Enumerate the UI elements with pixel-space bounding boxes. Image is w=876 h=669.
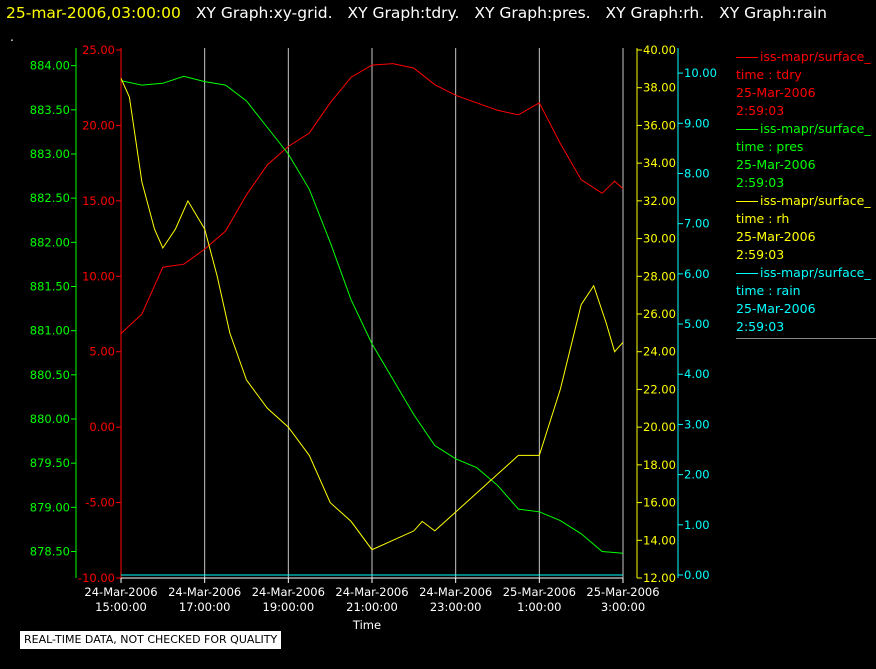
x-tick-date: 25-Mar-2006 <box>503 585 576 599</box>
graph-title-pres: XY Graph:pres. <box>474 4 591 22</box>
x-tick-date: 24-Mar-2006 <box>84 585 157 599</box>
timestamp: 25-mar-2006,03:00:00 <box>6 4 181 22</box>
legend: iss-mapr/surface_ time : tdry 25-Mar-200… <box>736 48 876 339</box>
legend-date: 25-Mar-2006 <box>736 301 816 316</box>
legend-variable: time : rh <box>736 211 790 226</box>
legend-entry-tdry: iss-mapr/surface_ time : tdry 25-Mar-200… <box>736 48 876 120</box>
x-tick-time: 23:00:00 <box>430 600 482 614</box>
rh-tick-label: 36.00 <box>643 118 676 132</box>
legend-time: 2:59:03 <box>736 175 785 190</box>
pres-tick-label: 883.50 <box>30 103 70 117</box>
rain-tick-label: 1.00 <box>684 518 710 532</box>
rh-tick-label: 32.00 <box>643 194 676 208</box>
rain-tick-label: 6.00 <box>684 267 710 281</box>
tdry-tick-label: 15.00 <box>82 194 115 208</box>
rh-tick-label: 26.00 <box>643 307 676 321</box>
quality-notice: REAL-TIME DATA, NOT CHECKED FOR QUALITY <box>20 631 282 649</box>
legend-entry-rain: iss-mapr/surface_ time : rain 25-Mar-200… <box>736 264 876 339</box>
tdry-tick-label: 10.00 <box>82 269 115 283</box>
pres-tick-label: 878.50 <box>30 545 70 559</box>
legend-time: 2:59:03 <box>736 319 785 334</box>
pres-tick-label: 882.50 <box>30 191 70 205</box>
series-line-rh <box>120 78 624 551</box>
x-tick-date: 24-Mar-2006 <box>168 585 241 599</box>
x-tick-date: 25-Mar-2006 <box>586 585 659 599</box>
rain-tick-label: 9.00 <box>684 116 710 130</box>
graph-title-rh: XY Graph:rh. <box>605 4 705 22</box>
tdry-tick-label: -5.00 <box>85 496 115 510</box>
x-tick-time: 1:00:00 <box>517 600 561 614</box>
series-line-pres <box>120 75 624 554</box>
pres-tick-label: 879.00 <box>30 500 70 514</box>
legend-date: 25-Mar-2006 <box>736 229 816 244</box>
rain-tick-label: 7.00 <box>684 217 710 231</box>
pres-tick-label: 881.00 <box>30 324 70 338</box>
x-tick-date: 24-Mar-2006 <box>252 585 325 599</box>
legend-entry-pres: iss-mapr/surface_ time : pres 25-Mar-200… <box>736 120 876 192</box>
pres-tick-label: 879.50 <box>30 456 70 470</box>
pres-tick-label: 881.50 <box>30 280 70 294</box>
legend-source: iss-mapr/surface_ <box>760 49 871 64</box>
legend-variable: time : rain <box>736 283 801 298</box>
rh-tick-label: 30.00 <box>643 232 676 246</box>
legend-source: iss-mapr/surface_ <box>760 121 871 136</box>
x-tick-time: 19:00:00 <box>263 600 315 614</box>
rh-tick-label: 20.00 <box>643 420 676 434</box>
rain-tick-label: 10.00 <box>684 66 717 80</box>
x-tick-time: 17:00:00 <box>179 600 231 614</box>
pres-tick-label: 880.00 <box>30 412 70 426</box>
legend-entry-rh: iss-mapr/surface_ time : rh 25-Mar-2006 … <box>736 192 876 264</box>
legend-variable: time : pres <box>736 139 804 154</box>
rain-tick-label: 3.00 <box>684 417 710 431</box>
rain-tick-label: 4.00 <box>684 367 710 381</box>
x-tick-date: 24-Mar-2006 <box>335 585 408 599</box>
marker-dot: . <box>10 30 14 44</box>
rh-tick-label: 24.00 <box>643 345 676 359</box>
pres-tick-label: 880.50 <box>30 368 70 382</box>
rh-tick-label: 22.00 <box>643 382 676 396</box>
pres-tick-label: 883.00 <box>30 147 70 161</box>
legend-date: 25-Mar-2006 <box>736 85 816 100</box>
legend-variable: time : tdry <box>736 67 802 82</box>
tdry-tick-label: 25.00 <box>82 43 115 57</box>
rh-tick-label: 18.00 <box>643 458 676 472</box>
rh-tick-label: 34.00 <box>643 156 676 170</box>
rh-tick-label: 16.00 <box>643 496 676 510</box>
legend-time: 2:59:03 <box>736 103 785 118</box>
tdry-tick-label: 0.00 <box>89 420 115 434</box>
pres-tick-label: 882.00 <box>30 235 70 249</box>
rh-tick-label: 14.00 <box>643 533 676 547</box>
rh-tick-label: 40.00 <box>643 43 676 57</box>
tdry-tick-label: 20.00 <box>82 118 115 132</box>
x-tick-time: 21:00:00 <box>346 600 398 614</box>
pres-tick-label: 884.00 <box>30 59 70 73</box>
x-axis-label: Time <box>352 618 381 632</box>
legend-date: 25-Mar-2006 <box>736 157 816 172</box>
graph-title-rain: XY Graph:rain <box>719 4 827 22</box>
rain-tick-label: 5.00 <box>684 317 710 331</box>
chart-header: 25-mar-2006,03:00:00 XY Graph:xy-grid. X… <box>0 0 876 28</box>
rain-tick-label: 0.00 <box>684 568 710 582</box>
graph-title-tdry: XY Graph:tdry. <box>347 4 460 22</box>
rh-tick-label: 38.00 <box>643 81 676 95</box>
legend-source: iss-mapr/surface_ <box>760 265 871 280</box>
rain-tick-label: 8.00 <box>684 166 710 180</box>
tdry-tick-label: 5.00 <box>89 345 115 359</box>
rain-tick-label: 2.00 <box>684 468 710 482</box>
series-line-tdry <box>120 63 624 334</box>
legend-source: iss-mapr/surface_ <box>760 193 871 208</box>
x-tick-time: 15:00:00 <box>95 600 147 614</box>
x-tick-date: 24-Mar-2006 <box>419 585 492 599</box>
legend-divider <box>736 338 876 339</box>
tdry-tick-label: -10.00 <box>78 571 115 585</box>
rh-tick-label: 12.00 <box>643 571 676 585</box>
graph-title-grid: XY Graph:xy-grid. <box>195 4 333 22</box>
x-tick-time: 3:00:00 <box>601 600 645 614</box>
rh-tick-label: 28.00 <box>643 269 676 283</box>
legend-time: 2:59:03 <box>736 247 785 262</box>
